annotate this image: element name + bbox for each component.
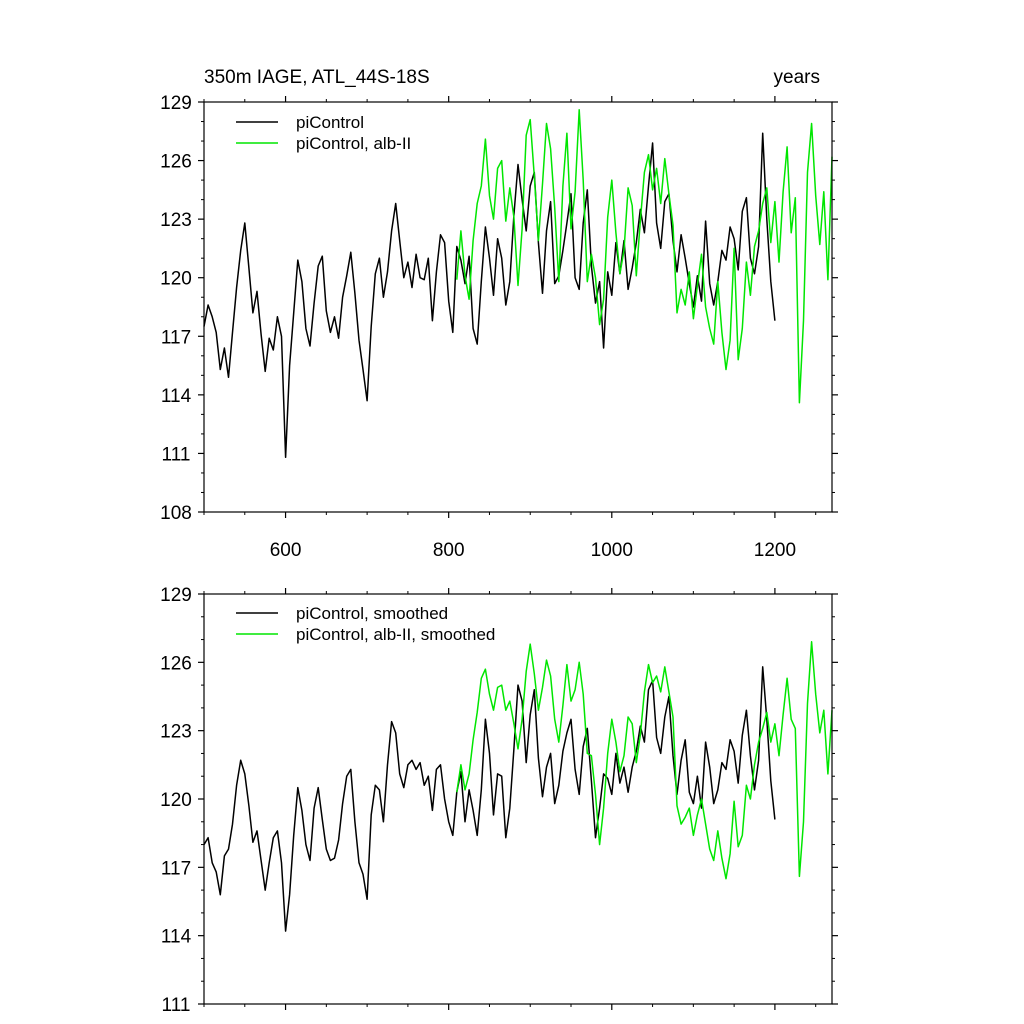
top-ytick-label: 114 [161, 386, 192, 407]
top-ytick-label: 129 [160, 93, 192, 114]
top-title-right: years [774, 67, 820, 88]
top-ytick-label: 117 [161, 327, 191, 348]
bottom-ytick-label: 129 [160, 585, 192, 606]
bottom-ytick-label: 126 [160, 653, 192, 674]
top-xtick-label: 1200 [754, 540, 796, 561]
bottom-plot-frame [203, 593, 833, 1005]
bottom-series-line-1 [456, 641, 833, 880]
top-plot-frame [203, 101, 833, 513]
top-ytick-label: 126 [160, 152, 192, 173]
bottom-ytick-label: 111 [162, 995, 191, 1016]
top-legend: piControl piControl, alb-II [236, 113, 411, 153]
top-ytick-label: 120 [160, 269, 192, 290]
top-xtick-label: 800 [433, 540, 465, 561]
top-series-line-1 [456, 109, 833, 404]
top-series-line-0 [203, 132, 776, 459]
legend-label-alb-ii: piControl, alb-II [296, 134, 411, 153]
bottom-ytick-label: 123 [160, 722, 192, 743]
legend-label-picontrol: piControl [296, 113, 364, 132]
top-axis-ticks: 108 111 114 117 120 123 126 129 600 800 1000 1200 [160, 93, 838, 561]
top-panel: 350m IAGE, ATL_44S-18S years 108 111 114 11… [160, 67, 838, 561]
bottom-ytick-label: 114 [161, 927, 192, 948]
top-xtick-label: 600 [270, 540, 302, 561]
bottom-panel: 111 114 117 120 123 126 129 piControl, smoothe… [160, 585, 838, 1016]
top-title-left: 350m IAGE, ATL_44S-18S [204, 67, 430, 88]
top-ytick-label: 111 [162, 444, 191, 465]
bottom-ytick-label: 120 [160, 790, 192, 811]
bottom-series-lines [203, 641, 833, 932]
bottom-axis-ticks: 111 114 117 120 123 126 129 [160, 585, 838, 1016]
top-series-lines [203, 109, 833, 459]
bottom-ytick-label: 117 [161, 858, 191, 879]
bottom-series-line-0 [203, 666, 776, 932]
top-ytick-label: 108 [160, 503, 192, 524]
bottom-legend: piControl, smoothed piControl, alb-II, s… [236, 604, 495, 644]
legend-label-alb-ii-smoothed: piControl, alb-II, smoothed [296, 625, 495, 644]
top-ytick-label: 123 [160, 210, 192, 231]
legend-label-picontrol-smoothed: piControl, smoothed [296, 604, 448, 623]
top-xtick-label: 1000 [591, 540, 633, 561]
